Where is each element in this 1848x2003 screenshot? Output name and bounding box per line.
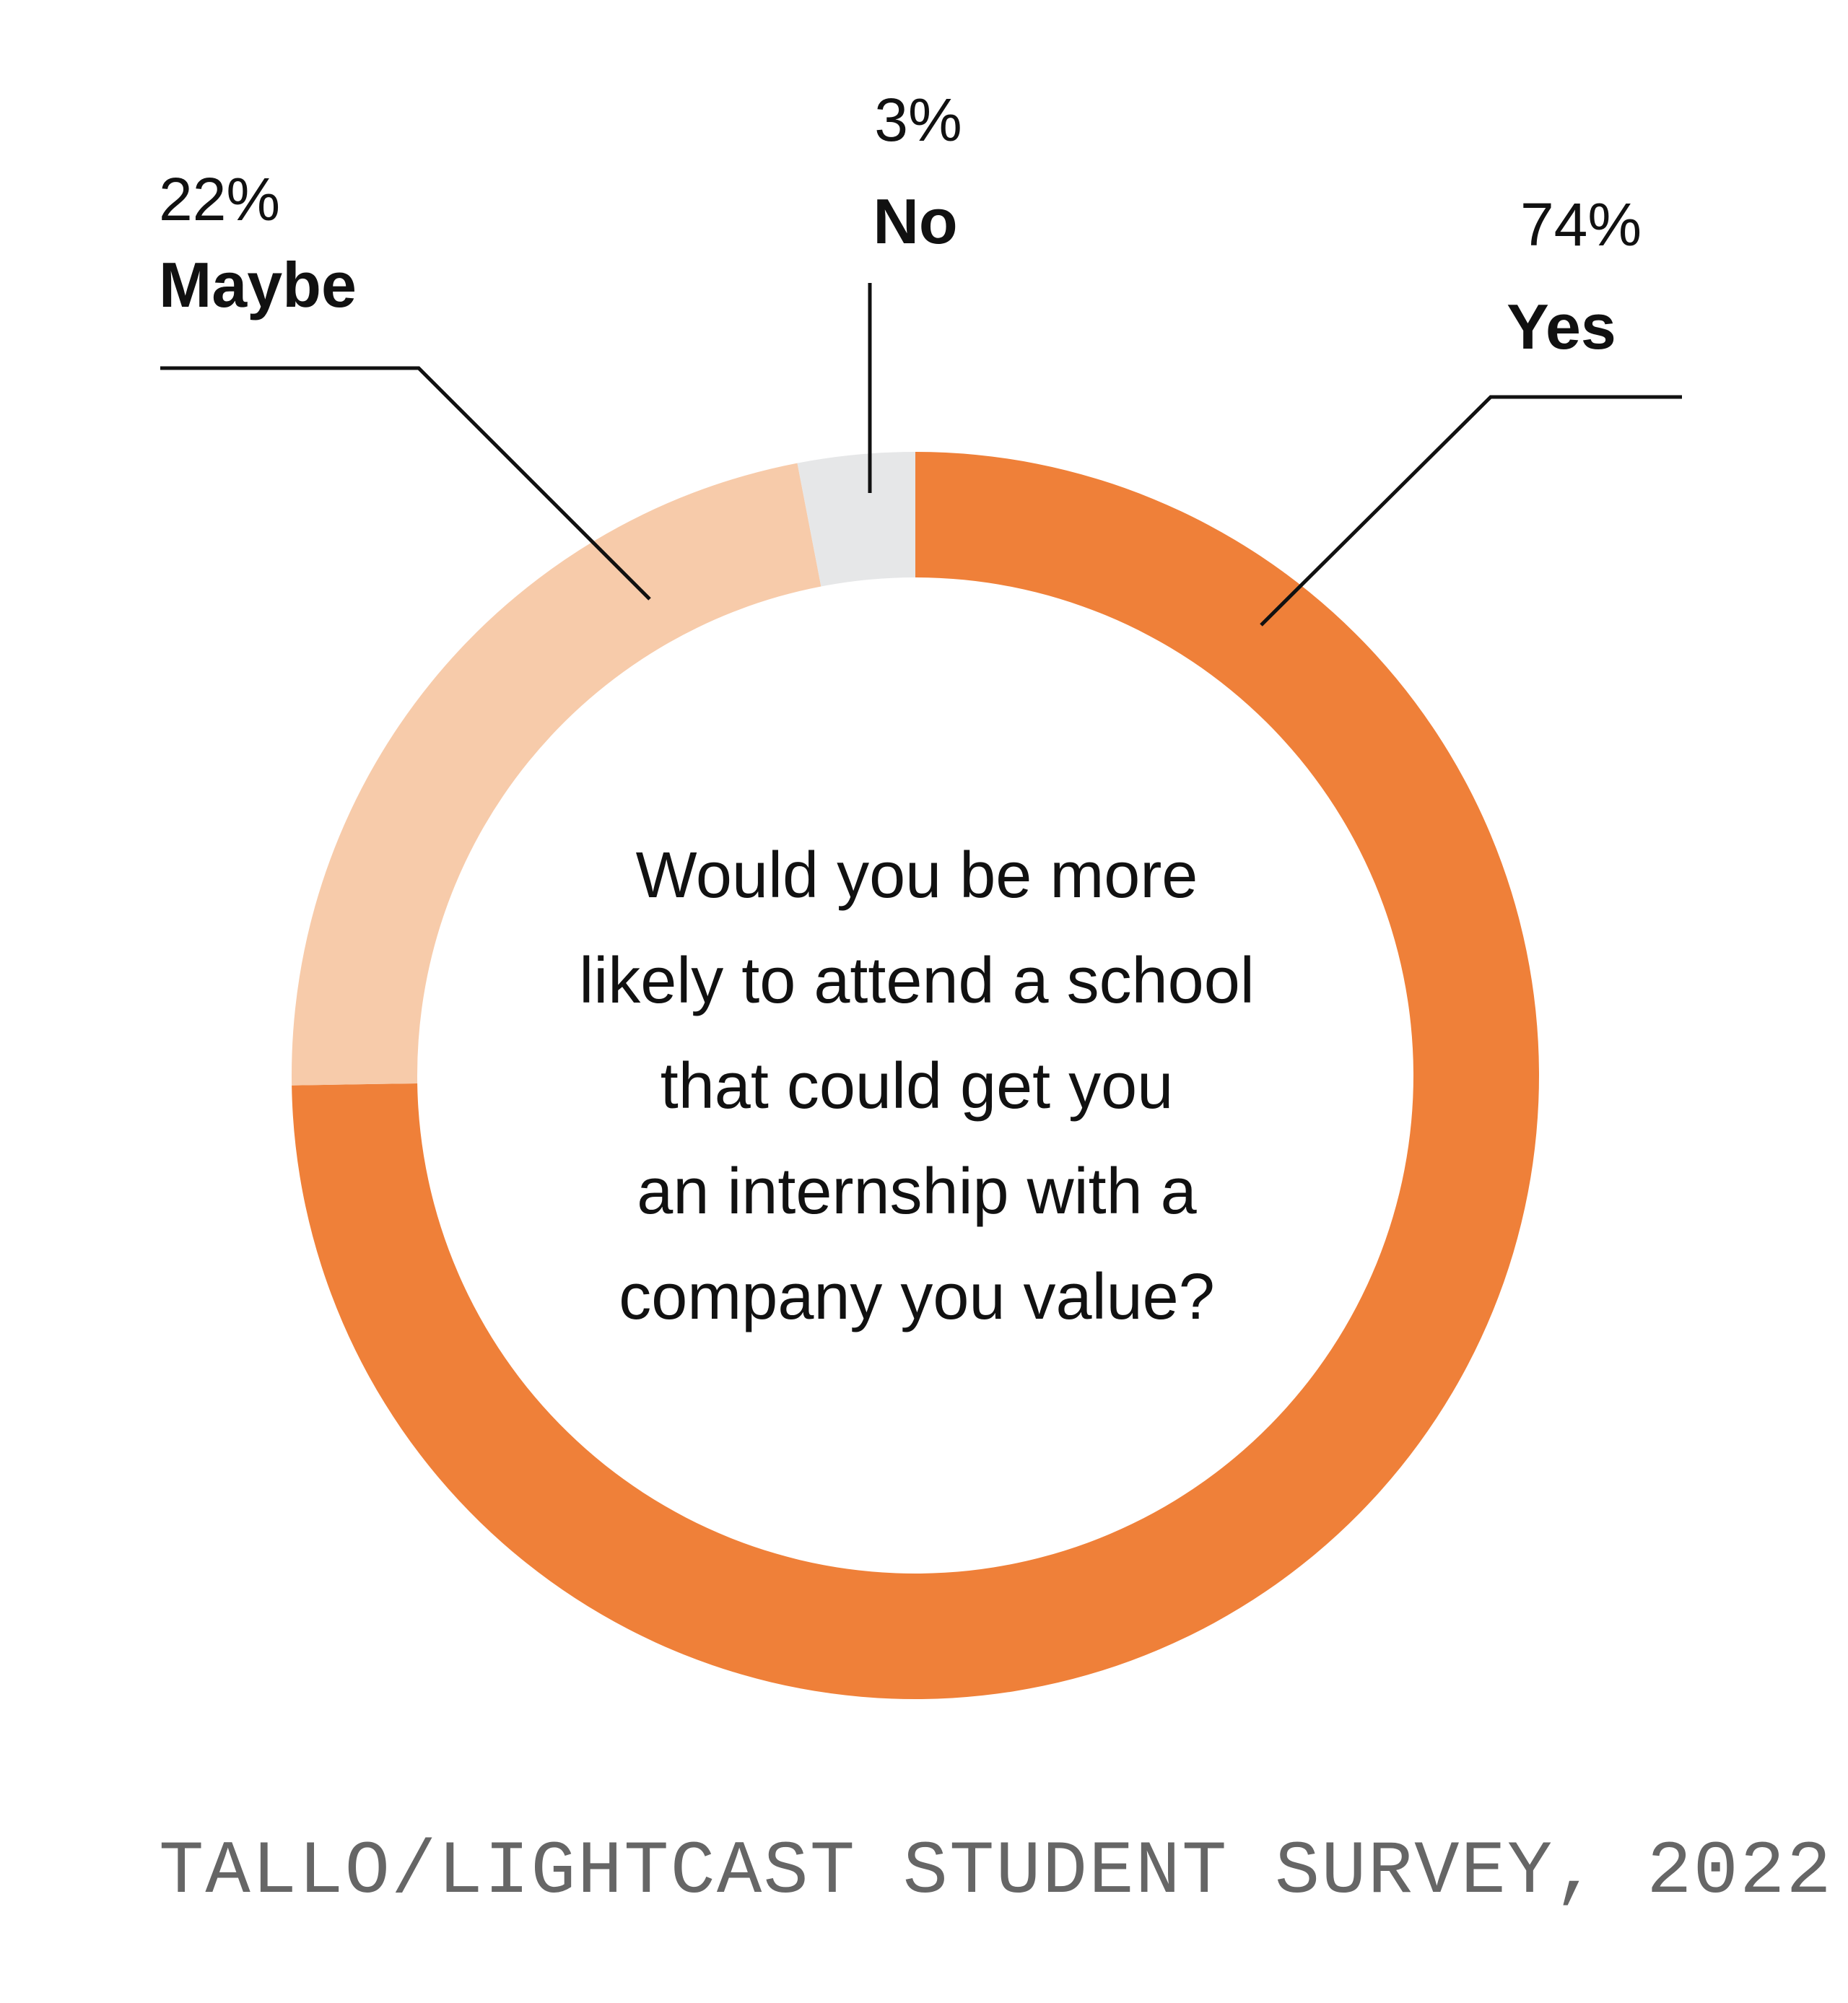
slice-value-label-no: 3%: [874, 86, 962, 154]
question-line: Would you be more: [635, 839, 1198, 912]
leader-line-maybe: [160, 366, 651, 601]
slice-category-label-maybe: Maybe: [159, 249, 357, 320]
donut-slice-maybe: [292, 463, 821, 1086]
label-group-maybe: 22% Maybe: [159, 165, 651, 601]
question-line: likely to attend a school: [579, 945, 1255, 1017]
label-group-no: 3% No: [868, 86, 962, 493]
center-question: Would you be more likely to attend a sch…: [491, 823, 1343, 1350]
slice-value-label-maybe: 22%: [159, 165, 280, 233]
slice-category-label-no: No: [873, 186, 957, 257]
donut-slices: [292, 452, 1539, 1699]
label-group-yes: 74% Yes: [1260, 191, 1682, 627]
question-line: company you value?: [619, 1261, 1215, 1333]
source-note: TALLO/LIGHTCAST STUDENT SURVEY, 2022: [159, 1830, 1833, 1915]
donut-slice-no: [797, 452, 915, 587]
question-line: that could get you: [660, 1050, 1174, 1122]
question-line: an internship with a: [637, 1156, 1197, 1228]
slice-category-label-yes: Yes: [1507, 291, 1616, 362]
slice-value-label-yes: 74%: [1520, 191, 1642, 258]
leader-line-yes: [1260, 395, 1682, 627]
